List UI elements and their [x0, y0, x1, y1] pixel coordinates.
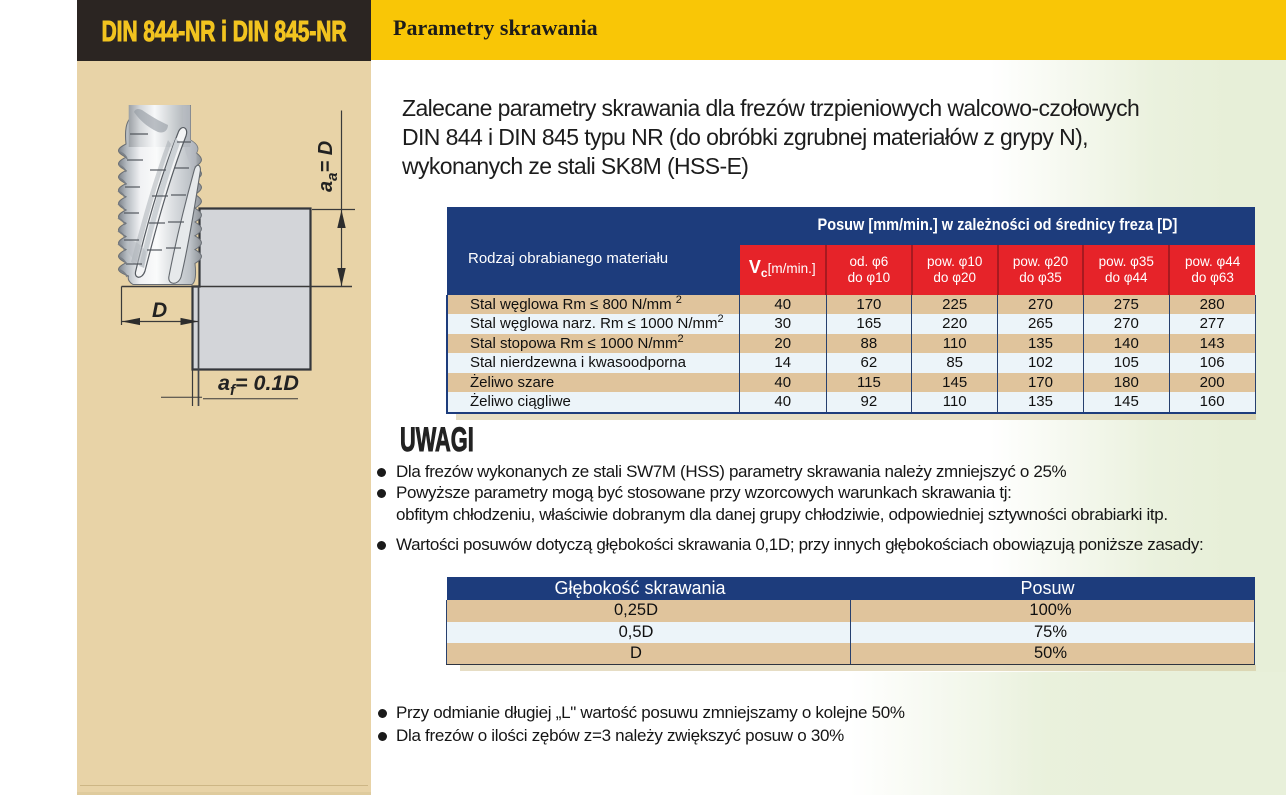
- svg-text:af= 0.1D: af= 0.1D: [218, 371, 299, 399]
- svg-text:D: D: [152, 299, 167, 322]
- svg-text:aa= D: aa= D: [315, 141, 341, 192]
